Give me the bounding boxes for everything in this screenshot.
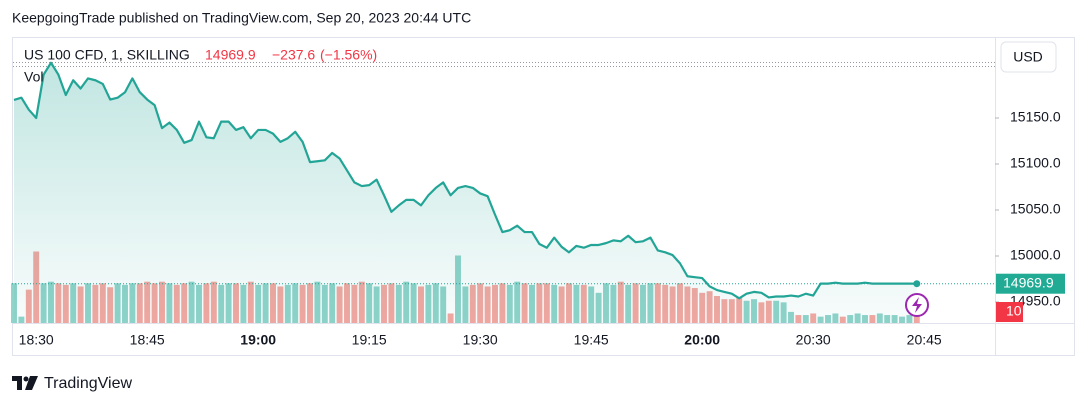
footer-brand: TradingView bbox=[44, 375, 132, 392]
currency[interactable]: USD bbox=[1013, 49, 1043, 65]
change-percent: (−1.56%) bbox=[320, 47, 377, 63]
price-line bbox=[13, 61, 917, 300]
replay-icon[interactable] bbox=[905, 293, 929, 317]
y-tick-label: 15100.0 bbox=[1010, 155, 1061, 171]
area bbox=[14, 62, 917, 323]
logo bbox=[12, 376, 38, 390]
publish-info: KeepgoingTrade published on TradingView.… bbox=[12, 10, 471, 26]
chart-frame bbox=[12, 37, 1075, 356]
volume-bar bbox=[913, 315, 920, 323]
last-point bbox=[913, 280, 921, 288]
y-tick-label: 15050.0 bbox=[1010, 201, 1061, 217]
x-tick-label: 20:30 bbox=[796, 332, 831, 348]
volume-last-label: 10 bbox=[1006, 303, 1022, 319]
currency-button[interactable] bbox=[1000, 41, 1057, 73]
x-tick-label: 18:30 bbox=[19, 332, 54, 348]
x-tick-label: 18:45 bbox=[130, 332, 165, 348]
y-tick-label: 15000.0 bbox=[1010, 247, 1061, 263]
x-tick-label: 20:45 bbox=[907, 332, 942, 348]
volume-last-box bbox=[996, 302, 1023, 322]
x-tick-label: 19:30 bbox=[463, 332, 498, 348]
x-tick-label: 19:00 bbox=[240, 332, 276, 348]
last-price-label: 14969.9 bbox=[1003, 274, 1054, 290]
last-price-box bbox=[996, 273, 1065, 294]
last-price: 14969.9 bbox=[205, 47, 256, 63]
x-tick-label: 19:15 bbox=[352, 332, 387, 348]
x-tick-label: 19:45 bbox=[574, 332, 609, 348]
volume-legend: Vol bbox=[24, 69, 43, 85]
y-tick-label: 15150.0 bbox=[1010, 109, 1061, 125]
symbol: US 100 CFD, 1, SKILLING bbox=[24, 47, 190, 63]
change: −237.6 bbox=[272, 47, 315, 63]
plot bbox=[11, 61, 999, 323]
x-tick-label: 20:00 bbox=[684, 332, 720, 348]
